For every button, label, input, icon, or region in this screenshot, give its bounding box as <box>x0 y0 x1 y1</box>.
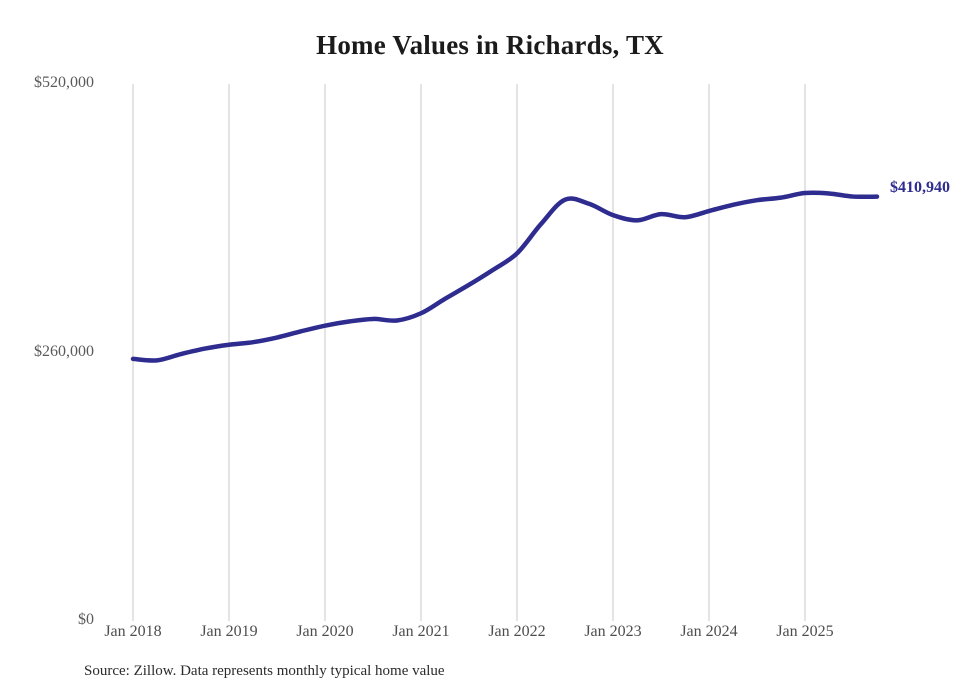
xtick-label-jan-2021: Jan 2021 <box>392 623 450 640</box>
xtick-label-jan-2020: Jan 2020 <box>296 623 354 640</box>
series-line-typical-home-value <box>130 190 880 363</box>
ytick-label-top: $520,000 <box>34 74 94 91</box>
xtick-label-jan-2025: Jan 2025 <box>776 623 834 640</box>
xtick-label-jan-2018: Jan 2018 <box>104 623 162 640</box>
xtick-label-jan-2024: Jan 2024 <box>680 623 738 640</box>
xtick-label-jan-2023: Jan 2023 <box>584 623 642 640</box>
xtick-label-jan-2022: Jan 2022 <box>488 623 546 640</box>
end-value-label: $410,940 <box>890 178 950 196</box>
xtick-label-jan-2019: Jan 2019 <box>200 623 258 640</box>
ytick-label-bottom: $0 <box>78 611 94 628</box>
ytick-label-mid: $260,000 <box>34 343 94 360</box>
source-note: Source: Zillow. Data represents monthly … <box>84 663 445 679</box>
chart-title: Home Values in Richards, TX <box>316 30 664 60</box>
gridlines <box>132 84 806 621</box>
